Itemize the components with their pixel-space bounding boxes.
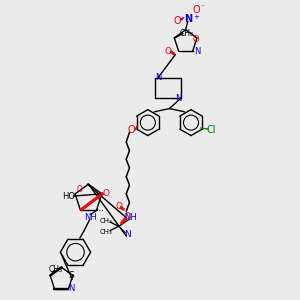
Text: HO: HO: [62, 191, 76, 200]
Text: CH₃: CH₃: [49, 265, 63, 274]
Text: N: N: [175, 94, 181, 103]
Text: N: N: [124, 230, 131, 239]
Text: O: O: [193, 5, 200, 15]
Text: O: O: [128, 125, 136, 135]
Text: O: O: [164, 47, 171, 56]
Text: O: O: [173, 16, 181, 26]
Text: ..: ..: [98, 203, 105, 214]
Text: N: N: [68, 284, 75, 293]
Text: O: O: [102, 189, 109, 198]
Text: CH₃: CH₃: [179, 29, 193, 38]
Text: O: O: [193, 34, 199, 43]
Text: ⁻: ⁻: [201, 3, 205, 12]
Text: N: N: [184, 14, 192, 24]
Text: CH₃: CH₃: [99, 229, 112, 235]
Text: Cl: Cl: [207, 125, 216, 135]
Text: O: O: [115, 202, 122, 211]
Text: N: N: [155, 73, 162, 82]
Text: +: +: [194, 14, 200, 20]
Text: O: O: [124, 212, 131, 221]
Text: O: O: [77, 185, 83, 194]
Text: NH: NH: [84, 213, 97, 222]
Text: S: S: [69, 271, 75, 280]
Text: NH: NH: [124, 213, 137, 222]
Text: N: N: [194, 47, 200, 56]
Text: CH₃: CH₃: [99, 218, 112, 224]
